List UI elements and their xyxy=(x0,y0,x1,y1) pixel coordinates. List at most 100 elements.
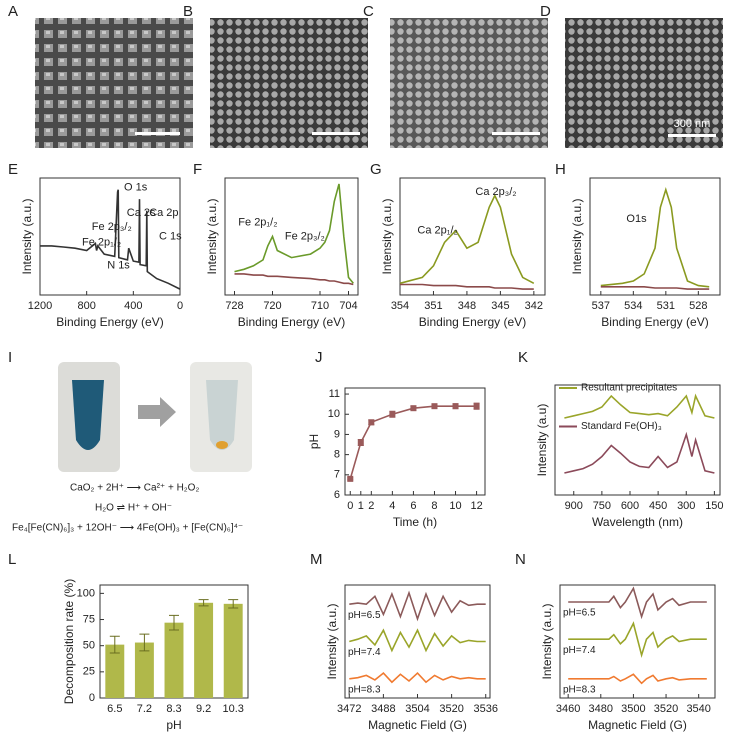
y-tick-label: 10 xyxy=(328,408,340,420)
marker xyxy=(357,439,364,446)
x-tick-label: 3480 xyxy=(589,703,613,715)
peak-label: O1s xyxy=(626,213,647,225)
y-tick-label: 50 xyxy=(83,640,95,652)
x-tick-label: 2 xyxy=(368,500,374,512)
error-bar xyxy=(228,599,239,609)
x-tick-label: 6.5 xyxy=(107,703,122,715)
series-line xyxy=(568,586,707,620)
y-tick-label: 6 xyxy=(334,489,340,501)
x-tick-label: 4 xyxy=(389,500,395,512)
panel-label: E xyxy=(8,161,18,178)
panel-label: N xyxy=(515,551,526,568)
scale-bar xyxy=(312,132,360,135)
x-tick-label: 3504 xyxy=(405,703,429,715)
x-tick-label: 528 xyxy=(689,300,707,312)
tube-clear xyxy=(206,380,238,450)
sem-images: 300 nm xyxy=(35,18,723,148)
chart: Magnetic Field (G) Intensity (a.u.) 3472 34… xyxy=(325,584,498,732)
series-line xyxy=(234,183,354,284)
bar xyxy=(105,644,125,698)
series-line xyxy=(600,186,710,288)
x-tick-label: 9.2 xyxy=(196,703,211,715)
series-line xyxy=(564,431,715,474)
sem-image xyxy=(35,18,193,148)
x-tick-label: 351 xyxy=(424,300,442,312)
plot-frame xyxy=(559,584,716,699)
x-tick-label: 10.3 xyxy=(222,703,243,715)
x-tick-label: 0 xyxy=(177,300,183,312)
series-line xyxy=(399,193,535,285)
marker xyxy=(473,403,480,410)
error-bar xyxy=(198,599,209,607)
y-tick-label: 8 xyxy=(334,449,340,461)
y-tick-label: 100 xyxy=(77,587,95,599)
x-tick-label: 3536 xyxy=(473,703,497,715)
chart: Wavelength (nm) Intensity (a.u) 900 750 600 4… xyxy=(535,383,723,530)
x-axis-label: pH xyxy=(166,718,181,732)
plot-frame xyxy=(399,177,546,296)
x-tick-label: 1 xyxy=(358,500,364,512)
y-axis-label: Intensity (a.u.) xyxy=(20,198,34,274)
x-tick-label: 3540 xyxy=(686,703,710,715)
chart: Binding Energy (eV) Intensity (a.u.) 537 53… xyxy=(570,177,721,329)
y-tick-label: 75 xyxy=(83,613,95,625)
panel-label: C xyxy=(363,3,374,20)
panel-label: I xyxy=(8,349,12,366)
chart: pH Decomposition rate (%) 0 25 50 75 100 6.5 7.2… xyxy=(62,579,249,732)
bar xyxy=(164,622,184,698)
peak-label: O 1s xyxy=(124,181,148,193)
y-axis-label: Intensity (a.u.) xyxy=(570,198,584,274)
y-axis-label: Intensity (a.u.) xyxy=(540,603,554,679)
panel-label: L xyxy=(8,551,16,568)
marker xyxy=(452,403,459,410)
x-tick-label: 728 xyxy=(225,300,243,312)
x-tick-label: 6 xyxy=(410,500,416,512)
panel-label: M xyxy=(310,551,323,568)
x-tick-label: 0 xyxy=(347,500,353,512)
x-tick-label: 300 xyxy=(677,500,695,512)
peak-label: Fe 2p₁/₂ xyxy=(238,216,277,228)
x-tick-label: 10 xyxy=(449,500,461,512)
x-axis-label: Binding Energy (eV) xyxy=(238,315,345,329)
x-tick-label: 800 xyxy=(77,300,95,312)
series-label: pH=7.4 xyxy=(348,647,381,658)
error-bar xyxy=(169,614,179,631)
x-tick-label: 3520 xyxy=(439,703,463,715)
x-tick-label: 720 xyxy=(263,300,281,312)
y-tick-label: 25 xyxy=(83,666,95,678)
sem-image xyxy=(565,18,723,148)
plot-frame xyxy=(589,177,721,296)
chart: Magnetic Field (G) Intensity (a.u.) 3460 34… xyxy=(540,584,716,732)
series-label: pH=8.3 xyxy=(563,684,596,695)
plot-frame xyxy=(344,584,491,699)
y-axis-label: Decomposition rate (%) xyxy=(62,579,76,704)
x-tick-label: 8.3 xyxy=(166,703,181,715)
peak-label: Fe 2p₃/₂ xyxy=(92,221,132,233)
x-tick-label: 345 xyxy=(491,300,509,312)
series-line xyxy=(40,189,181,290)
x-tick-label: 354 xyxy=(391,300,409,312)
series-label: pH=8.3 xyxy=(348,684,381,695)
panel-label: J xyxy=(315,349,323,366)
x-tick-label: 600 xyxy=(621,500,639,512)
y-tick-label: 0 xyxy=(89,692,95,704)
peak-label: Ca 2p₁/₂ xyxy=(417,225,457,237)
x-tick-label: 150 xyxy=(705,500,723,512)
arrow xyxy=(138,397,176,427)
series-line xyxy=(349,628,486,653)
chart: Binding Energy (eV) Intensity (a.u.) 354 35… xyxy=(380,177,546,329)
x-tick-label: 710 xyxy=(311,300,329,312)
panel-label: A xyxy=(8,3,18,20)
series-line xyxy=(600,286,710,290)
y-tick-label: 7 xyxy=(334,469,340,481)
x-tick-label: 537 xyxy=(592,300,610,312)
plot-frame xyxy=(344,387,486,496)
peak-label: Ca 2p xyxy=(149,207,178,219)
y-axis-label: Intensity (a.u.) xyxy=(325,603,339,679)
y-tick-label: 11 xyxy=(329,388,340,400)
series-line xyxy=(349,590,486,622)
scale-bar xyxy=(492,132,540,135)
panel-label: F xyxy=(193,161,202,178)
peak-label: Ca 2p₃/₂ xyxy=(475,186,516,198)
x-tick-label: 750 xyxy=(593,500,611,512)
